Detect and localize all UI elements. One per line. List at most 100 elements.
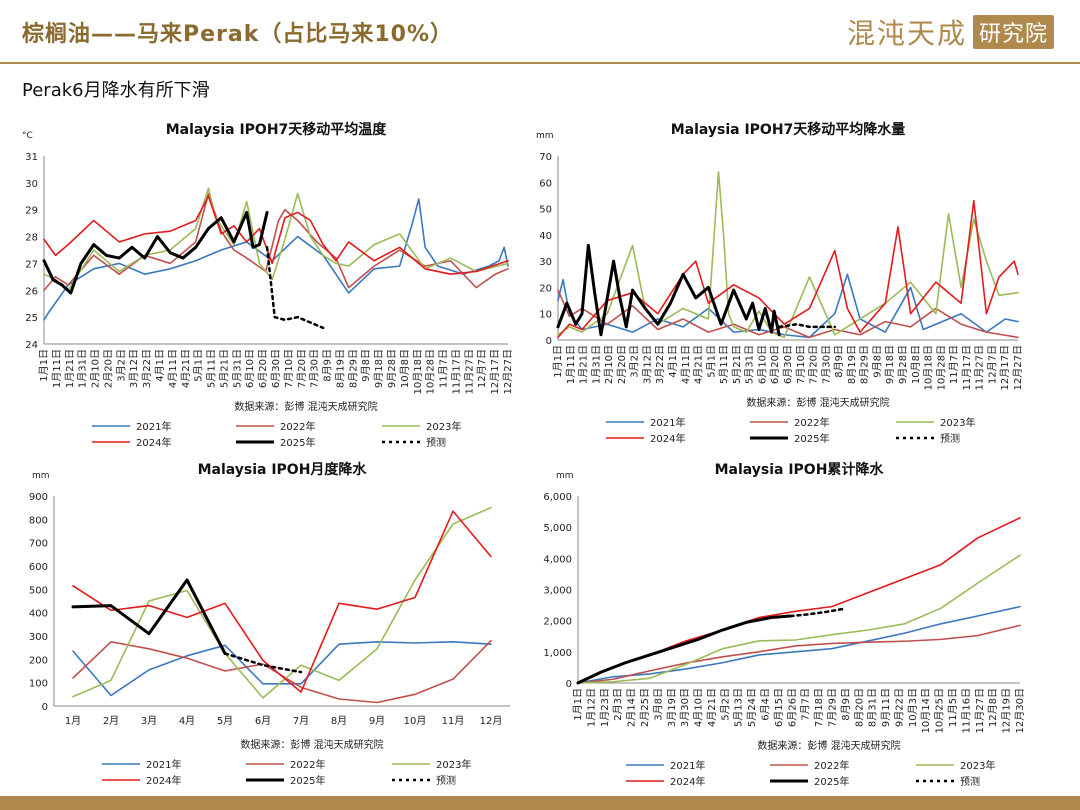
x-tick-label: 7月29日 bbox=[826, 688, 838, 727]
x-tick-label: 9月11日 bbox=[880, 688, 892, 727]
legend-label: 2024年 bbox=[146, 774, 181, 787]
x-tick-label: 12月27日 bbox=[1012, 345, 1024, 390]
x-tick-label: 8月31日 bbox=[867, 688, 879, 727]
y-tick-label: 20 bbox=[539, 283, 552, 294]
footer-bar bbox=[0, 796, 1080, 810]
y-tick-label: 0 bbox=[42, 702, 48, 713]
logo-box-text: 研究院 bbox=[972, 15, 1054, 49]
source-note: 数据来源：彭博 混沌天成研究院 bbox=[234, 400, 377, 413]
series-line-预测 bbox=[777, 322, 837, 329]
legend-label: 2022年 bbox=[290, 758, 325, 771]
y-tick-label: 28 bbox=[25, 233, 38, 244]
x-tick-label: 1月1日 bbox=[572, 688, 584, 721]
legend-label: 2023年 bbox=[426, 420, 461, 433]
x-tick-label: 6月 bbox=[255, 715, 271, 727]
y-tick-label: 24 bbox=[25, 340, 38, 351]
x-tick-label: 3月12日 bbox=[128, 349, 140, 388]
x-tick-label: 1月1日 bbox=[552, 345, 564, 378]
x-tick-label: 7月20日 bbox=[296, 349, 308, 388]
page-title: 棕榈油——马来Perak（占比马来10%） bbox=[22, 22, 454, 47]
series-line-2021年 bbox=[72, 641, 492, 697]
x-tick-label: 2月10日 bbox=[603, 345, 615, 384]
x-tick-label: 10月8日 bbox=[910, 345, 922, 384]
x-tick-label: 7月7日 bbox=[800, 688, 812, 721]
series-line-预测 bbox=[789, 607, 846, 618]
x-tick-label: 7月10日 bbox=[283, 349, 295, 388]
legend-label: 2023年 bbox=[436, 758, 471, 771]
y-tick-label: 60 bbox=[539, 178, 552, 189]
chart-svg: Malaysia IPOH月度降水 mm 0 100 200 300 400 500 600 70… bbox=[29, 461, 510, 787]
x-tick-label: 2月3日 bbox=[612, 688, 624, 721]
y-tick-label: 30 bbox=[25, 179, 38, 190]
logo-main-text: 混沌天成 bbox=[846, 17, 967, 50]
x-tick-label: 4月11日 bbox=[167, 349, 179, 388]
x-tick-label: 9月 bbox=[369, 715, 385, 727]
x-tick-label: 5月1日 bbox=[705, 345, 717, 378]
chart-title: Malaysia IPOH7天移动平均降水量 bbox=[671, 121, 906, 138]
series-line-2022年 bbox=[577, 624, 1021, 684]
source-note: 数据来源：彭博 混沌天成研究院 bbox=[757, 739, 900, 752]
y-tick-label: 300 bbox=[29, 632, 48, 643]
x-tick-label: 12月8日 bbox=[987, 688, 999, 727]
x-tick-label: 6月20日 bbox=[257, 349, 269, 388]
x-tick-label: 7月 bbox=[293, 715, 309, 727]
series-line-2024年 bbox=[43, 195, 509, 275]
x-tick-label: 8月29日 bbox=[347, 349, 359, 388]
y-tick-label: 40 bbox=[539, 231, 552, 242]
x-tick-label: 7月10日 bbox=[795, 345, 807, 384]
x-tick-label: 11月27日 bbox=[974, 688, 986, 733]
x-tick-label: 9月18日 bbox=[884, 345, 896, 384]
monthly-rainfall-chart: Malaysia IPOH月度降水 mm 0 100 200 300 400 500 600 70… bbox=[18, 456, 538, 792]
x-tick-label: 9月8日 bbox=[360, 349, 372, 382]
x-tick-label: 2月20日 bbox=[102, 349, 114, 388]
y-tick-label: 25 bbox=[25, 313, 38, 324]
x-tick-label: 8月 bbox=[331, 715, 347, 727]
legend-label: 预测 bbox=[436, 774, 456, 787]
legend-label: 预测 bbox=[426, 436, 446, 449]
y-tick-label: 100 bbox=[29, 679, 48, 690]
x-tick-label: 1月23日 bbox=[599, 688, 611, 727]
x-tick-label: 6月26日 bbox=[786, 688, 798, 727]
x-tick-label: 9月28日 bbox=[897, 345, 909, 384]
x-tick-label: 11月 bbox=[442, 715, 465, 727]
x-tick-label: 12月7日 bbox=[476, 349, 488, 388]
series-line-2021年 bbox=[43, 198, 509, 321]
legend-label: 2022年 bbox=[280, 420, 315, 433]
x-tick-label: 1月 bbox=[65, 715, 81, 727]
x-tick-label: 4月1日 bbox=[667, 345, 679, 378]
y-tick-label: 6,000 bbox=[543, 492, 572, 503]
section-subtitle: Perak6月降水有所下滑 bbox=[22, 80, 210, 101]
y-tick-label: 400 bbox=[29, 609, 48, 620]
x-tick-label: 4月1日 bbox=[154, 349, 166, 382]
x-tick-label: 4月 bbox=[179, 715, 195, 727]
x-tick-label: 10月18日 bbox=[412, 349, 424, 394]
y-tick-label: 29 bbox=[25, 206, 38, 217]
y-tick-label: 70 bbox=[539, 152, 552, 163]
x-tick-label: 4月11日 bbox=[680, 345, 692, 384]
x-tick-label: 3月30日 bbox=[679, 688, 691, 727]
series-line-2025年 bbox=[576, 614, 792, 685]
x-tick-label: 3月2日 bbox=[629, 345, 641, 378]
x-tick-label: 3月2日 bbox=[115, 349, 127, 382]
y-tick-label: 600 bbox=[29, 562, 48, 573]
temperature-chart: Malaysia IPOH7天移动平均温度 °C 24 25 26 27 28 29 30 31 1… bbox=[18, 116, 538, 449]
y-tick-label: 30 bbox=[539, 257, 552, 268]
y-tick-label: 3,000 bbox=[543, 586, 572, 597]
source-note: 数据来源：彭博 混沌天成研究院 bbox=[240, 738, 383, 751]
x-tick-label: 11月5日 bbox=[947, 688, 959, 727]
x-tick-label: 12月27日 bbox=[502, 349, 514, 394]
series-line-2022年 bbox=[43, 192, 509, 292]
x-tick-label: 6月30日 bbox=[782, 345, 794, 384]
x-tick-label: 3月8日 bbox=[652, 688, 664, 721]
x-tick-label: 5月31日 bbox=[744, 345, 756, 384]
x-tick-label: 3月19日 bbox=[666, 688, 678, 727]
chart-title: Malaysia IPOH累计降水 bbox=[715, 461, 885, 478]
y-unit-label: mm bbox=[556, 471, 574, 481]
cumulative-rainfall-chart: Malaysia IPOH累计降水 mm 0 1,000 2,000 3,000 4,000… bbox=[528, 456, 1073, 792]
series-line-2025年 bbox=[556, 243, 781, 337]
header-divider bbox=[0, 62, 1080, 64]
x-tick-label: 12月19日 bbox=[1001, 688, 1013, 733]
legend-label: 2023年 bbox=[960, 759, 995, 772]
y-tick-label: 2,000 bbox=[543, 617, 572, 628]
x-tick-label: 5月 bbox=[217, 715, 233, 727]
